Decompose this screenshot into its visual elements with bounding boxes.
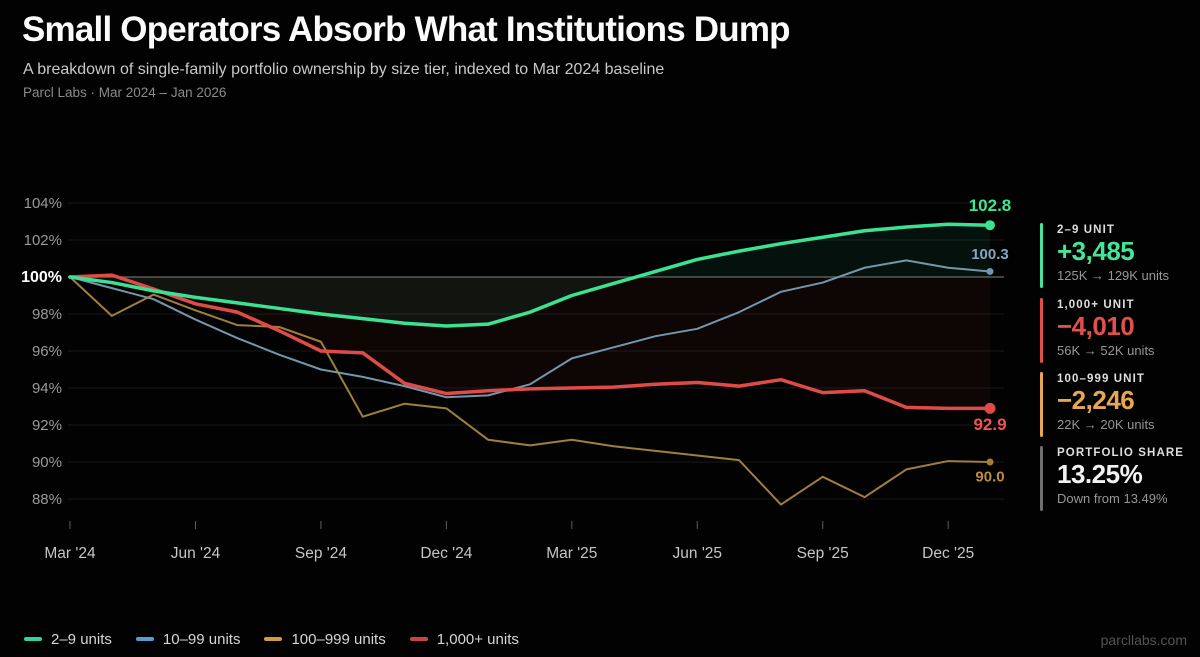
legend-item-1000-plus-units[interactable]: 1,000+ units — [409, 630, 519, 648]
x-axis-label-6: Sep '25 — [797, 545, 849, 562]
x-axis-label-1: Jun '24 — [171, 545, 221, 562]
y-axis-label-102: 102% — [24, 232, 62, 249]
stat-label: PORTFOLIO SHARE — [1057, 447, 1185, 459]
stat-subtext: 56K → 52K units — [1057, 343, 1155, 359]
end-dot-1000-plus-units — [984, 402, 996, 414]
stat-value: −2,246 — [1057, 385, 1135, 415]
x-axis-label-4: Mar '25 — [546, 545, 597, 562]
stat-panel-portfolio-share: PORTFOLIO SHARE 13.25% Down from 13.49% — [1040, 445, 1198, 512]
series-line-2-9-units — [68, 222, 992, 328]
source-attribution: Parcl Labs · Mar 2024 – Jan 2026 — [23, 85, 227, 100]
end-label-1000-plus-units: 92.9 — [973, 415, 1006, 434]
y-axis-label-98: 98% — [32, 306, 62, 323]
chart-legend: 2–9 units 10–99 units 100–999 units 1,00… — [24, 630, 519, 648]
y-axis-label-92: 92% — [32, 417, 62, 434]
panel-accent-bar — [1040, 298, 1043, 363]
legend-label: 1,000+ units — [436, 630, 519, 648]
legend-label: 100–999 units — [291, 630, 386, 648]
y-axis-label-94: 94% — [32, 380, 62, 397]
stat-subtext: Down from 13.49% — [1057, 491, 1168, 507]
area-fill-1000-plus-units — [70, 275, 990, 409]
panel-accent-bar — [1040, 372, 1043, 437]
y-axis-label-88: 88% — [32, 491, 62, 508]
stat-value: −4,010 — [1057, 311, 1135, 341]
series-line-1000-plus-units — [68, 273, 992, 411]
stat-panel-1000-plus-unit: 1,000+ UNIT −4,010 56K → 52K units — [1040, 297, 1198, 364]
panel-accent-bar — [1040, 223, 1043, 288]
legend-swatch-icon — [264, 637, 283, 641]
area-fill-2-9-units — [70, 224, 990, 327]
chart-subtitle: A breakdown of single-family portfolio o… — [23, 61, 665, 78]
stat-subtext: 125K → 129K units — [1057, 268, 1170, 284]
legend-swatch-icon — [24, 637, 42, 641]
series-line-10-99-units — [69, 259, 991, 399]
end-dot-100-999-units — [986, 458, 994, 466]
series-line-100-999-units — [69, 276, 991, 506]
legend-item-2-9-units[interactable]: 2–9 units — [24, 631, 112, 648]
legend-item-10-99-units[interactable]: 10–99 units — [135, 630, 241, 648]
legend-swatch-icon — [135, 637, 154, 641]
x-axis-label-7: Dec '25 — [922, 545, 974, 562]
stat-value: +3,485 — [1057, 236, 1135, 266]
y-axis-label-96: 96% — [32, 343, 62, 360]
x-axis-label-3: Dec '24 — [420, 545, 472, 562]
stat-label: 2–9 UNIT — [1057, 224, 1116, 236]
panel-accent-bar — [1040, 446, 1043, 511]
end-label-10-99-units: 100.3 — [971, 246, 1009, 263]
x-axis-label-5: Jun '25 — [673, 545, 723, 562]
legend-swatch-icon — [409, 637, 428, 641]
x-axis-label-2: Sep '24 — [295, 545, 347, 562]
end-label-2-9-units: 102.8 — [969, 196, 1012, 215]
watermark: parcllabs.com — [1100, 632, 1187, 648]
x-axis-label-0: Mar '24 — [44, 545, 96, 562]
stat-subtext: 22K → 20K units — [1057, 417, 1155, 433]
y-axis-label-100: 100% — [21, 269, 62, 286]
page-title: Small Operators Absorb What Institutions… — [22, 10, 791, 49]
stat-value: 13.25% — [1057, 459, 1143, 489]
y-axis-label-104: 104% — [24, 195, 62, 212]
end-label-100-999-units: 90.0 — [975, 469, 1004, 486]
stat-panel-100-999-unit: 100–999 UNIT −2,246 22K → 20K units — [1040, 371, 1198, 438]
legend-label: 2–9 units — [51, 630, 112, 648]
legend-item-100-999-units[interactable]: 100–999 units — [264, 630, 386, 648]
legend-label: 10–99 units — [162, 630, 241, 648]
stat-label: 100–999 UNIT — [1057, 373, 1145, 385]
end-dot-10-99-units — [986, 267, 994, 275]
stat-panel-2-9-unit: 2–9 UNIT +3,485 125K → 129K units — [1040, 222, 1198, 289]
y-axis-label-90: 90% — [32, 454, 62, 471]
end-dot-2-9-units — [985, 220, 995, 231]
stat-label: 1,000+ UNIT — [1057, 299, 1135, 311]
